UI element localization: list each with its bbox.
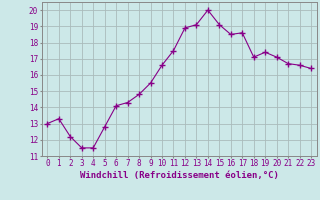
X-axis label: Windchill (Refroidissement éolien,°C): Windchill (Refroidissement éolien,°C) bbox=[80, 171, 279, 180]
